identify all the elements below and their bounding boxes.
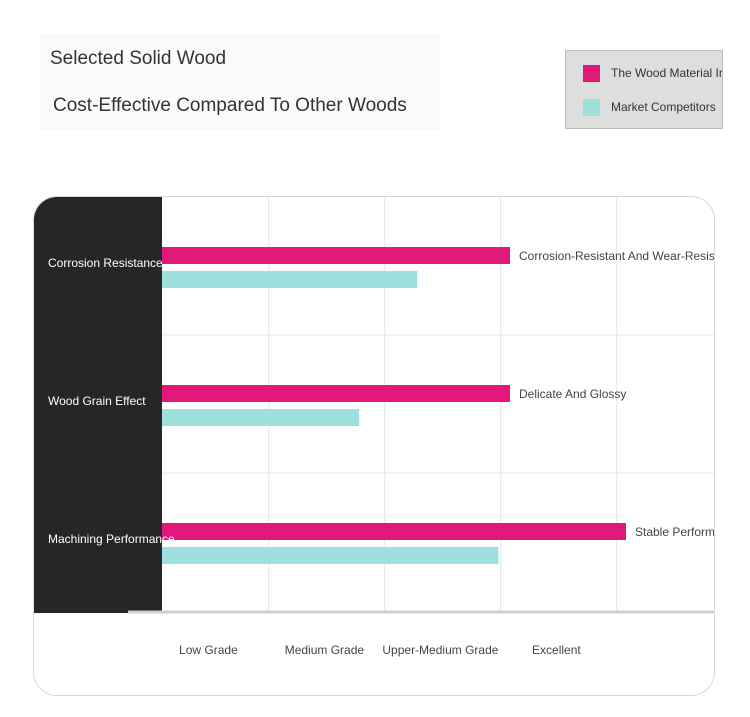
category-label-column	[34, 197, 162, 613]
data-label-series-1: Corrosion-Resistant And Wear-Resistant	[519, 249, 714, 263]
category-label: Wood Grain Effect	[48, 394, 146, 408]
legend-label-series-2: Market Competitors	[611, 100, 716, 114]
data-label-series-1: Stable Performance	[635, 525, 714, 539]
chart-subtitle: Cost-Effective Compared To Other Woods	[53, 95, 407, 116]
x-tick-label: Excellent	[532, 643, 581, 657]
bar-series-2	[162, 547, 499, 564]
x-tick-label: Low Grade	[179, 643, 238, 657]
bar-series-1	[162, 523, 626, 540]
category-label: Machining Performance	[48, 532, 175, 546]
bar-series-1	[162, 385, 510, 402]
legend-swatch-series-1	[583, 64, 600, 82]
category-label: Corrosion Resistance	[48, 256, 163, 270]
legend-swatch-series-2	[583, 98, 600, 116]
chart-card: Corrosion-Resistant And Wear-Resistant Co…	[33, 196, 715, 696]
x-tick-label: Upper-Medium Grade	[382, 643, 498, 657]
legend-item-series-2: Market Competitors	[583, 98, 716, 116]
bar-series-1	[162, 247, 510, 264]
x-tick-label: Medium Grade	[285, 643, 365, 657]
data-label-series-1: Delicate And Glossy	[519, 387, 626, 401]
legend-label-series-1: The Wood Material In This	[611, 66, 722, 80]
chart-legend: The Wood Material In This Market Competi…	[565, 50, 723, 129]
legend-item-series-1: The Wood Material In This	[583, 64, 722, 82]
chart-plot-area: Corrosion-Resistant And Wear-Resistant Co…	[48, 197, 714, 657]
bar-series-2	[162, 409, 360, 426]
chart-title: Selected Solid Wood	[50, 48, 227, 69]
title-block: Selected Solid Wood Cost-Effective Compa…	[40, 34, 440, 130]
bar-series-2	[162, 271, 418, 288]
